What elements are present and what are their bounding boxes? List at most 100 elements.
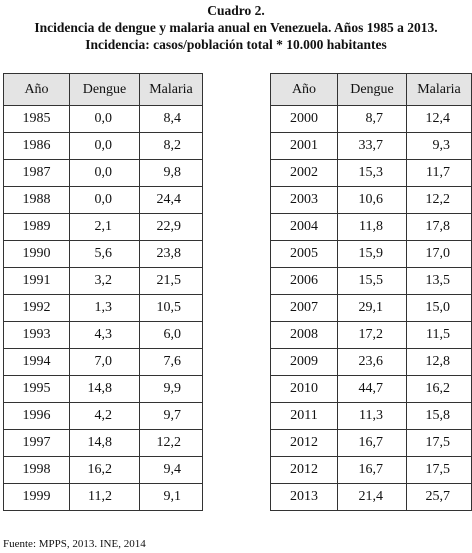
table-cell: 33,7 [337, 132, 407, 160]
header-row: Año Dengue Malaria [3, 73, 203, 106]
table-cell: 44,7 [337, 375, 407, 403]
table-row: 1986 0,0 8,2 [3, 132, 203, 160]
table-cell: 1994 [3, 348, 70, 376]
table-cell: 2000 [270, 105, 338, 133]
table-cell: 9,9 [139, 375, 203, 403]
table-cell: 9,8 [139, 159, 203, 187]
title: Cuadro 2. [207, 3, 265, 18]
table-cell: 1993 [3, 321, 70, 349]
table-row: 2013 21,4 25,7 [270, 483, 472, 511]
table-cell: 2003 [270, 186, 338, 214]
table-cell: 4,3 [69, 321, 140, 349]
table-cell: 1,3 [69, 294, 140, 322]
table-cell: 1997 [3, 429, 70, 457]
table-row: 2005 15,9 17,0 [270, 240, 472, 268]
table-cell: 2005 [270, 240, 338, 268]
table-cell: 17,8 [406, 213, 472, 241]
table-row: 1987 0,0 9,8 [3, 159, 203, 187]
subtitle: Incidencia: casos/población total * 10.0… [85, 37, 387, 52]
table-row: 1994 7,0 7,6 [3, 348, 203, 376]
table-cell: 1989 [3, 213, 70, 241]
table-row: 2012 16,7 17,5 [270, 456, 472, 484]
table-row: 1996 4,2 9,7 [3, 402, 203, 430]
header-row: Año Dengue Malaria [270, 73, 472, 106]
table-cell: 9,1 [139, 483, 203, 511]
table-cell: 17,2 [337, 321, 407, 349]
title: Incidencia de dengue y malaria anual en … [34, 20, 438, 35]
table-cell: 2008 [270, 321, 338, 349]
table-cell: 10,5 [139, 294, 203, 322]
table-cell: 12,8 [406, 348, 472, 376]
table-cell: 15,8 [406, 402, 472, 430]
table-cell: 0,0 [69, 105, 140, 133]
table-cell: 9,3 [406, 132, 472, 160]
table-cell: 2012 [270, 456, 338, 484]
table-cell: 17,0 [406, 240, 472, 268]
table-cell: 2011 [270, 402, 338, 430]
table-row: 2006 15,5 13,5 [270, 267, 472, 295]
table-cell: 8,2 [139, 132, 203, 160]
table-cell: 0,0 [69, 186, 140, 214]
table-cell: 22,9 [139, 213, 203, 241]
table-row: 2002 15,3 11,7 [270, 159, 472, 187]
table-cell: 15,3 [337, 159, 407, 187]
table-cell: 2,1 [69, 213, 140, 241]
table-cell: 1999 [3, 483, 70, 511]
table-cell: 16,7 [337, 456, 407, 484]
table-row: 1991 3,2 21,5 [3, 267, 203, 295]
table-cell: 14,8 [69, 429, 140, 457]
table-cell: 6,0 [139, 321, 203, 349]
table-row: 2003 10,6 12,2 [270, 186, 472, 214]
table-cell: 11,7 [406, 159, 472, 187]
table-cell: 11,3 [337, 402, 407, 430]
table-cell: 12,2 [406, 186, 472, 214]
table-cell: 8,7 [337, 105, 407, 133]
table-row: 1985 0,0 8,4 [3, 105, 203, 133]
data-table: Año Dengue Malaria 1985 0,0 8,4 1986 0,0 8,2 1987… [3, 73, 203, 511]
table-cell: 2009 [270, 348, 338, 376]
table-cell: 17,5 [406, 429, 472, 457]
table-cell: 11,5 [406, 321, 472, 349]
table-cell: 15,9 [337, 240, 407, 268]
table-cell: 1995 [3, 375, 70, 403]
table-cell: 1992 [3, 294, 70, 322]
table-cell: 23,8 [139, 240, 203, 268]
table-cell: 21,5 [139, 267, 203, 295]
table-cell: 14,8 [69, 375, 140, 403]
table-row: 2004 11,8 17,8 [270, 213, 472, 241]
table-cell: 1998 [3, 456, 70, 484]
column-header: Dengue [337, 73, 407, 106]
table-row: 1999 11,2 9,1 [3, 483, 203, 511]
table-cell: 15,0 [406, 294, 472, 322]
table-cell: 10,6 [337, 186, 407, 214]
table-cell: 2001 [270, 132, 338, 160]
table-row: 1990 5,6 23,8 [3, 240, 203, 268]
footnote: Fuente: MPPS, 2013. INE, 2014 [3, 538, 146, 550]
table-cell: 2002 [270, 159, 338, 187]
table-row: 1998 16,2 9,4 [3, 456, 203, 484]
table-row: 2008 17,2 11,5 [270, 321, 472, 349]
table-row: 2011 11,3 15,8 [270, 402, 472, 430]
column-header: Año [270, 73, 338, 106]
table-cell: 21,4 [337, 483, 407, 511]
table-cell: 12,2 [139, 429, 203, 457]
table-cell: 8,4 [139, 105, 203, 133]
table-cell: 25,7 [406, 483, 472, 511]
table-row: 2009 23,6 12,8 [270, 348, 472, 376]
table-cell: 3,2 [69, 267, 140, 295]
table-cell: 9,4 [139, 456, 203, 484]
table-cell: 23,6 [337, 348, 407, 376]
table-row: 1997 14,8 12,2 [3, 429, 203, 457]
table-cell: 2013 [270, 483, 338, 511]
table-cell: 5,6 [69, 240, 140, 268]
table-cell: 16,7 [337, 429, 407, 457]
table-cell: 1990 [3, 240, 70, 268]
table-cell: 17,5 [406, 456, 472, 484]
table-cell: 2004 [270, 213, 338, 241]
table-row: 1988 0,0 24,4 [3, 186, 203, 214]
table-row: 2007 29,1 15,0 [270, 294, 472, 322]
table-cell: 1991 [3, 267, 70, 295]
table-cell: 0,0 [69, 159, 140, 187]
column-header: Malaria [406, 73, 472, 106]
